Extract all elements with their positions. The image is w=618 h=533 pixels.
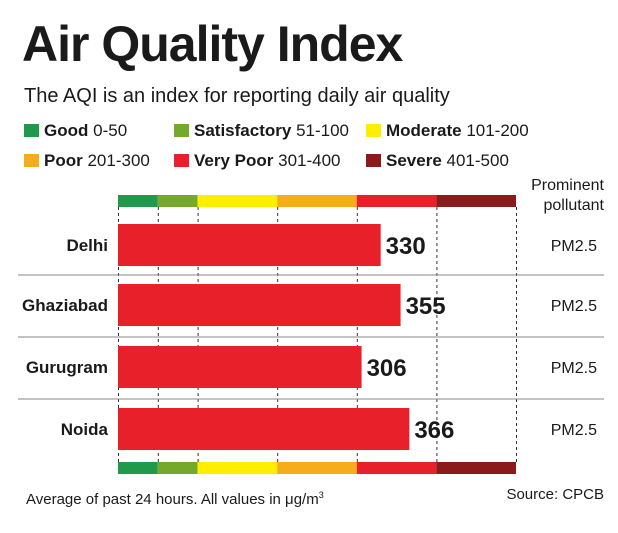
legend-name-satisfactory: Satisfactory (194, 121, 292, 140)
value-label-noida: 366 (414, 417, 454, 444)
legend-item-very-poor: Very Poor 301-400 (174, 150, 341, 172)
pollutant-label-delhi: PM2.5 (551, 238, 597, 255)
footer-note: Average of past 24 hours. All values in … (26, 486, 324, 509)
scale-band-top-poor (277, 195, 357, 207)
source-credit: Source: CPCB (506, 486, 604, 503)
pollutant-label-ghaziabad: PM2.5 (551, 298, 597, 315)
category-label-delhi: Delhi (66, 236, 108, 255)
category-label-gurugram: Gurugram (26, 358, 108, 377)
scale-band-top-severe (436, 195, 516, 207)
legend-range-very-poor: 301-400 (278, 151, 341, 170)
value-label-gurugram: 306 (367, 355, 407, 382)
legend-range-severe: 401-500 (446, 151, 509, 170)
scale-band-bottom-good (118, 462, 158, 474)
pollutant-label-gurugram: PM2.5 (551, 360, 597, 377)
legend-range-moderate: 101-200 (466, 121, 529, 140)
legend-name-poor: Poor (44, 151, 83, 170)
value-label-ghaziabad: 355 (406, 293, 446, 320)
legend-item-poor: Poor 201-300 (24, 150, 150, 172)
legend-name-very-poor: Very Poor (194, 151, 274, 170)
pollutant-label-noida: PM2.5 (551, 422, 597, 439)
legend-swatch-moderate (366, 124, 381, 137)
bar-gurugram (118, 346, 362, 388)
scale-band-top-good (118, 195, 158, 207)
bar-delhi (118, 224, 381, 266)
scale-band-top-satisfactory (157, 195, 198, 207)
category-label-noida: Noida (61, 420, 109, 439)
bar-ghaziabad (118, 284, 401, 326)
scale-band-top-very-poor (356, 195, 437, 207)
scale-band-top-moderate (197, 195, 278, 207)
chart-subtitle: The AQI is an index for reporting daily … (24, 85, 450, 107)
category-label-ghaziabad: Ghaziabad (22, 296, 108, 315)
legend-swatch-good (24, 124, 39, 137)
value-label-delhi: 330 (386, 233, 426, 260)
legend-name-moderate: Moderate (386, 121, 462, 140)
legend-name-good: Good (44, 121, 89, 140)
scale-band-bottom-severe (436, 462, 516, 474)
scale-band-bottom-very-poor (356, 462, 437, 474)
footer-note-superscript: 3 (318, 490, 324, 500)
footer-note-text: Average of past 24 hours. All values in … (26, 491, 319, 508)
pollutant-column-header: Prominent pollutant (531, 177, 604, 214)
bar-noida (118, 408, 410, 450)
scale-band-bottom-moderate (197, 462, 278, 474)
scale-band-bottom-satisfactory (157, 462, 198, 474)
legend-name-severe: Severe (386, 151, 442, 170)
legend-swatch-satisfactory (174, 124, 189, 137)
legend-item-severe: Severe 401-500 (366, 150, 509, 172)
chart-title: Air Quality Index (22, 16, 403, 72)
legend-range-good: 0-50 (93, 121, 128, 140)
legend-item-satisfactory: Satisfactory 51-100 (174, 120, 349, 142)
legend-swatch-very-poor (174, 154, 189, 167)
legend-range-poor: 201-300 (87, 151, 150, 170)
legend-swatch-poor (24, 154, 39, 167)
legend-item-good: Good 0-50 (24, 120, 127, 142)
legend-range-satisfactory: 51-100 (296, 121, 349, 140)
scale-band-bottom-poor (277, 462, 357, 474)
legend-swatch-severe (366, 154, 381, 167)
legend-item-moderate: Moderate 101-200 (366, 120, 529, 142)
